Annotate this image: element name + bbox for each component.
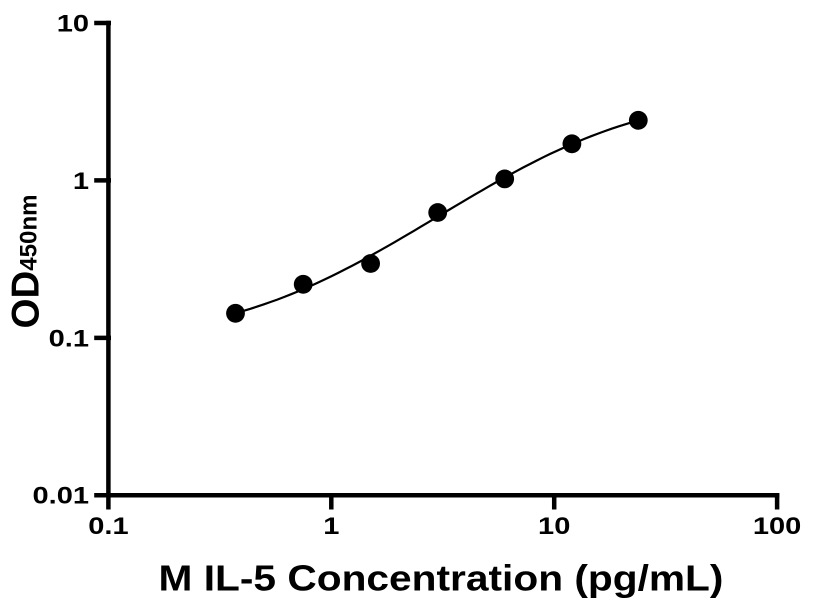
svg-text:0.01: 0.01 [33, 482, 90, 509]
svg-text:OD450nm: OD450nm [4, 194, 47, 328]
svg-text:0.1: 0.1 [88, 512, 129, 539]
svg-text:1: 1 [73, 167, 89, 194]
svg-text:10: 10 [538, 512, 570, 539]
svg-text:100: 100 [753, 512, 801, 539]
svg-text:M IL-5 Concentration (pg/mL): M IL-5 Concentration (pg/mL) [159, 558, 724, 598]
svg-text:10: 10 [57, 10, 89, 37]
svg-text:0.1: 0.1 [49, 325, 90, 352]
svg-text:1: 1 [323, 512, 339, 539]
